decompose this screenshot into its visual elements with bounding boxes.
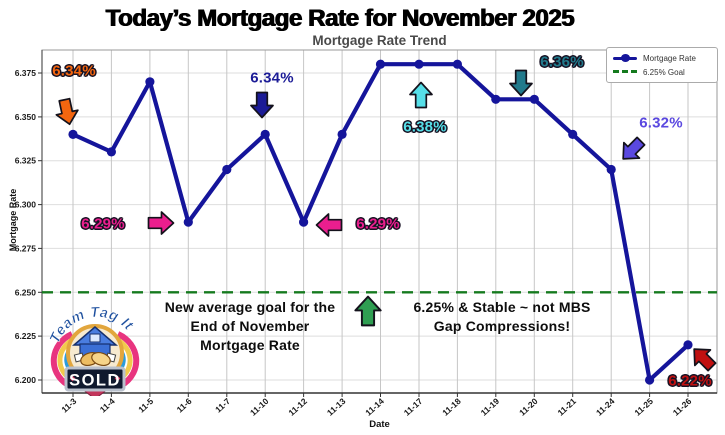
svg-text:11-3: 11-3	[59, 396, 78, 415]
legend-item-mortgage-rate: Mortgage Rate	[613, 53, 711, 63]
note-stable-text: 6.25% & Stable ~ not MBS Gap Compression…	[382, 298, 622, 336]
data-point	[145, 77, 155, 87]
chart-title: Mortgage Rate Trend	[312, 33, 447, 48]
arrow-rate-11-20-down	[509, 69, 533, 97]
dashed-line-swatch	[613, 67, 637, 77]
x-axis-ticks: 11-3 11-4 11-5 11-6 11-7 11-10 11-12 11-13 11-14…	[59, 393, 694, 418]
svg-text:11-21: 11-21	[556, 396, 579, 418]
arrow-rate-11-17-up	[409, 81, 433, 109]
arrow-rate-11-6-right	[147, 211, 175, 235]
handshake-icon	[73, 351, 117, 367]
data-point	[491, 94, 501, 104]
svg-text:11-14: 11-14	[363, 396, 386, 418]
y-axis-label: Mortgage Rate	[8, 188, 18, 252]
data-point	[106, 147, 116, 157]
callout-rate-11-17: 6.38%	[403, 118, 447, 136]
legend-label: 6.25% Goal	[643, 67, 685, 77]
svg-text:11-5: 11-5	[136, 396, 155, 415]
data-point	[183, 217, 193, 227]
svg-text:6.325: 6.325	[15, 156, 37, 166]
data-point	[222, 164, 232, 175]
data-point	[299, 217, 309, 227]
note-line: 6.25% & Stable ~ not MBS	[413, 299, 591, 315]
data-point	[260, 129, 270, 139]
data-point	[568, 129, 578, 139]
svg-text:6.375: 6.375	[15, 68, 37, 78]
svg-text:11-6: 11-6	[175, 396, 194, 415]
arrow-rate-11-3-down	[55, 97, 79, 126]
data-point	[68, 129, 78, 139]
svg-text:6.275: 6.275	[15, 243, 37, 253]
svg-text:6.225: 6.225	[15, 331, 37, 341]
arrow-goal-arrow-up	[354, 295, 382, 327]
svg-text:11-18: 11-18	[440, 396, 463, 418]
svg-text:11-13: 11-13	[325, 396, 348, 418]
svg-text:11-10: 11-10	[248, 396, 271, 418]
callout-rate-11-6: 6.29%	[81, 215, 125, 233]
data-point	[606, 164, 616, 175]
arrow-rate-11-24-down-left	[622, 136, 646, 160]
arrow-rate-11-10-down	[250, 91, 274, 119]
svg-text:11-4: 11-4	[98, 396, 117, 415]
note-line: End of November	[190, 318, 310, 334]
svg-text:11-7: 11-7	[213, 396, 232, 415]
note-line: New average goal for the	[164, 299, 336, 315]
sold-banner: SOLD	[64, 366, 126, 396]
data-point	[645, 375, 655, 385]
note-line: Gap Compressions!	[433, 318, 571, 334]
page-title: Today’s Mortgage Rate for November 2025	[105, 5, 575, 32]
svg-text:11-19: 11-19	[479, 396, 502, 418]
svg-text:11-20: 11-20	[517, 396, 540, 418]
svg-text:6.300: 6.300	[15, 200, 37, 210]
data-point	[375, 59, 386, 69]
data-point	[452, 59, 462, 69]
x-axis-label: Date	[369, 419, 390, 430]
sold-text: SOLD	[69, 372, 121, 390]
data-point	[529, 94, 539, 104]
svg-text:6.250: 6.250	[15, 287, 37, 297]
callout-rate-11-10: 6.34%	[250, 69, 294, 87]
svg-text:11-24: 11-24	[594, 396, 617, 418]
y-axis-ticks: 6.200 6.225 6.250 6.275 6.300 6.325 6.350 6.375	[15, 68, 42, 385]
callout-rate-11-3: 6.34%	[52, 62, 96, 80]
note-line: Mortgage Rate	[200, 337, 300, 353]
callout-rate-11-20: 6.36%	[540, 53, 584, 71]
legend-item-goal: 6.25% Goal	[613, 67, 711, 77]
svg-text:6.350: 6.350	[15, 112, 37, 122]
legend-label: Mortgage Rate	[643, 53, 696, 63]
arrow-rate-11-26-up-left	[693, 348, 717, 372]
svg-text:11-25: 11-25	[632, 396, 655, 418]
data-point	[683, 340, 693, 350]
note-goal-text: New average goal for the End of November…	[130, 298, 370, 355]
data-point	[414, 59, 424, 69]
svg-text:11-12: 11-12	[286, 396, 309, 418]
svg-text:11-26: 11-26	[671, 396, 694, 418]
svg-text:6.200: 6.200	[15, 375, 37, 385]
callout-rate-11-26: 6.22%	[668, 372, 712, 390]
legend: Mortgage Rate 6.25% Goal	[606, 47, 718, 83]
arrow-rate-11-12-left	[315, 213, 343, 237]
data-point	[337, 129, 347, 139]
callout-rate-11-12: 6.29%	[356, 215, 400, 233]
svg-text:11-17: 11-17	[402, 396, 425, 418]
team-tag-it-sold-logo: Team Tag It SOLD	[47, 304, 140, 396]
line-marker-swatch	[613, 53, 637, 63]
callout-rate-11-24: 6.32%	[639, 114, 683, 132]
